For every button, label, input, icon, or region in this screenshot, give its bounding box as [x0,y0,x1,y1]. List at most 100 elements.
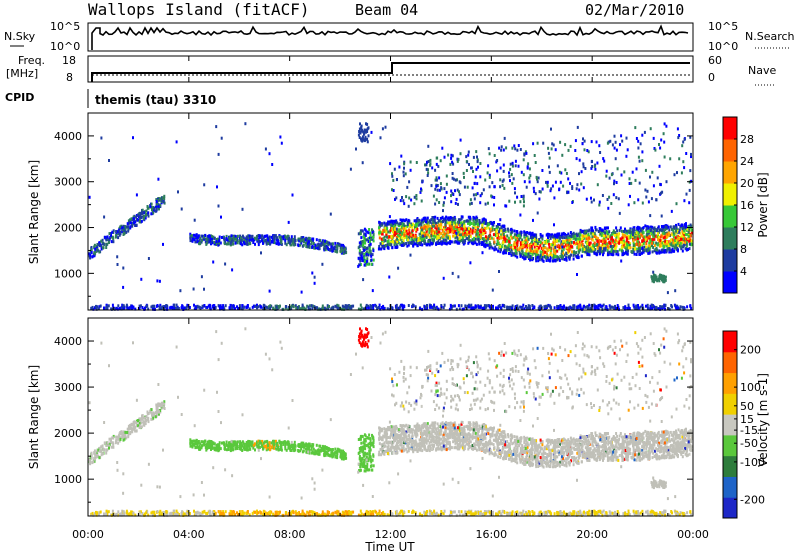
data-cell [582,249,584,253]
data-cell [362,278,365,282]
data-cell [135,218,138,222]
data-cell [605,174,608,178]
data-cell [325,240,328,244]
data-cell [456,235,459,239]
data-cell [501,304,504,308]
data-cell [495,225,498,228]
data-cell [504,237,507,241]
data-cell [400,243,403,247]
data-cell [666,232,669,236]
data-cell [438,241,441,245]
data-cell [139,213,142,217]
data-cell [448,307,451,311]
data-cell [616,167,619,171]
data-cell [540,246,543,250]
data-cell [111,441,114,445]
data-cell [361,251,364,255]
data-cell [357,232,360,236]
data-cell [513,187,516,191]
data-cell [381,127,384,131]
data-cell [598,200,601,204]
data-cell [511,307,514,311]
data-cell [477,235,479,239]
data-cell [530,234,533,237]
data-cell [337,304,340,308]
data-cell [427,160,430,163]
data-cell [132,221,135,225]
data-cell [621,236,624,239]
data-cell [478,233,481,237]
data-cell [318,247,321,251]
data-cell [572,236,575,240]
data-cell [418,307,421,311]
data-cell [509,250,512,254]
data-cell [134,220,137,224]
data-cell [620,240,623,244]
data-cell [405,234,408,238]
data-cell [608,240,611,244]
data-cell [555,249,557,253]
data-cell [370,258,373,262]
data-cell [431,166,434,170]
data-cell [334,304,337,308]
data-cell [303,306,306,310]
data-cell [368,243,371,247]
data-cell [453,215,456,219]
data-cell [647,307,650,311]
data-cell [618,211,621,215]
nave-tick-bottom: 0 [708,71,715,84]
data-cell [578,246,581,249]
data-cell [476,192,479,196]
data-cell [414,228,417,232]
data-cell [489,221,491,225]
data-cell [641,240,644,243]
data-cell [682,233,685,237]
data-cell [286,237,289,241]
data-cell [635,167,638,171]
data-cell [602,253,604,257]
data-cell [508,248,511,252]
data-cell [166,307,169,311]
data-cell [522,194,525,198]
data-cell [478,220,481,224]
data-cell [549,243,552,246]
data-cell [498,230,500,234]
data-cell [617,237,620,241]
data-cell [681,229,684,233]
data-cell [370,130,373,134]
data-cell [662,241,665,245]
data-cell [89,250,92,254]
data-cell [452,234,455,238]
data-cell [498,304,501,308]
data-cell [615,249,618,253]
data-cell [388,222,391,226]
data-cell [444,223,447,227]
data-cell [659,241,662,245]
data-cell [296,307,299,311]
data-cell [448,224,451,228]
data-cell [544,256,547,260]
data-cell [539,254,542,258]
data-cell [603,239,606,243]
data-cell [617,305,620,309]
data-cell [653,307,656,311]
data-cell [443,241,446,245]
data-cell [388,275,391,279]
data-cell [384,239,387,242]
data-cell [454,225,457,229]
data-cell [480,227,483,231]
data-cell [435,178,438,182]
data-cell [156,304,159,307]
data-cell [239,242,242,246]
data-cell [613,134,616,138]
data-cell [671,232,674,236]
data-cell [617,197,620,201]
data-cell [444,232,447,236]
data-cell [304,238,307,242]
data-cell [663,122,666,126]
data-cell [340,243,343,247]
data-cell [485,305,488,309]
data-cell [398,241,401,245]
data-cell [688,239,691,243]
data-cell [212,235,215,239]
